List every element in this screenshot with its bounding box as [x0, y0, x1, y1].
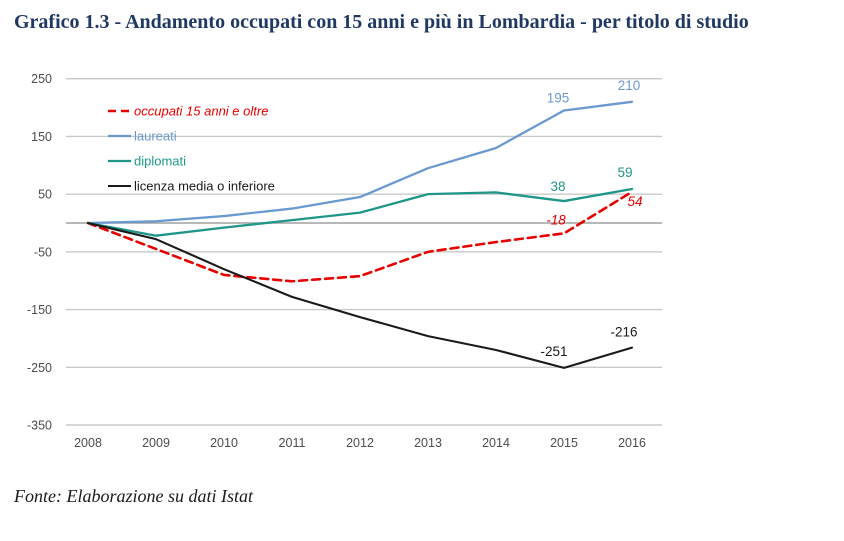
- y-tick-label: -350: [27, 419, 52, 433]
- point-label: -251: [540, 344, 567, 359]
- legend-label: occupati 15 anni e oltre: [134, 104, 268, 119]
- y-tick-label: -250: [27, 361, 52, 375]
- x-tick-label: 2015: [550, 436, 578, 450]
- point-label: 195: [547, 90, 570, 105]
- x-tick-label: 2008: [74, 436, 102, 450]
- x-tick-label: 2013: [414, 436, 442, 450]
- point-label: -18: [546, 212, 566, 227]
- x-tick-label: 2010: [210, 436, 238, 450]
- point-label: -216: [610, 325, 637, 340]
- point-label: 59: [617, 165, 632, 180]
- x-tick-label: 2011: [279, 436, 306, 450]
- y-tick-label: -150: [27, 303, 52, 317]
- y-tick-label: 250: [31, 72, 52, 86]
- x-tick-label: 2009: [142, 436, 170, 450]
- x-tick-label: 2016: [618, 436, 646, 450]
- chart-title: Grafico 1.3 - Andamento occupati con 15 …: [14, 11, 749, 33]
- y-tick-label: 150: [31, 130, 52, 144]
- point-label: 210: [618, 78, 641, 93]
- series-line-occupati-15-anni-e-oltre: [86, 190, 634, 283]
- y-tick-label: -50: [34, 245, 52, 259]
- point-label: 54: [627, 194, 642, 209]
- series-line-laureati: [86, 100, 634, 225]
- point-label: 38: [550, 179, 565, 194]
- legend-label: licenza media o inferiore: [134, 179, 275, 194]
- series-line-licenza-media-o-inferiore: [86, 221, 634, 369]
- source-note: Fonte: Elaborazione su dati Istat: [14, 486, 253, 506]
- legend-label: laureati: [134, 129, 177, 144]
- x-tick-label: 2012: [346, 436, 374, 450]
- series-line-diplomati: [86, 187, 634, 237]
- legend-label: diplomati: [134, 154, 186, 169]
- y-tick-label: 50: [38, 188, 52, 202]
- x-tick-label: 2014: [482, 436, 510, 450]
